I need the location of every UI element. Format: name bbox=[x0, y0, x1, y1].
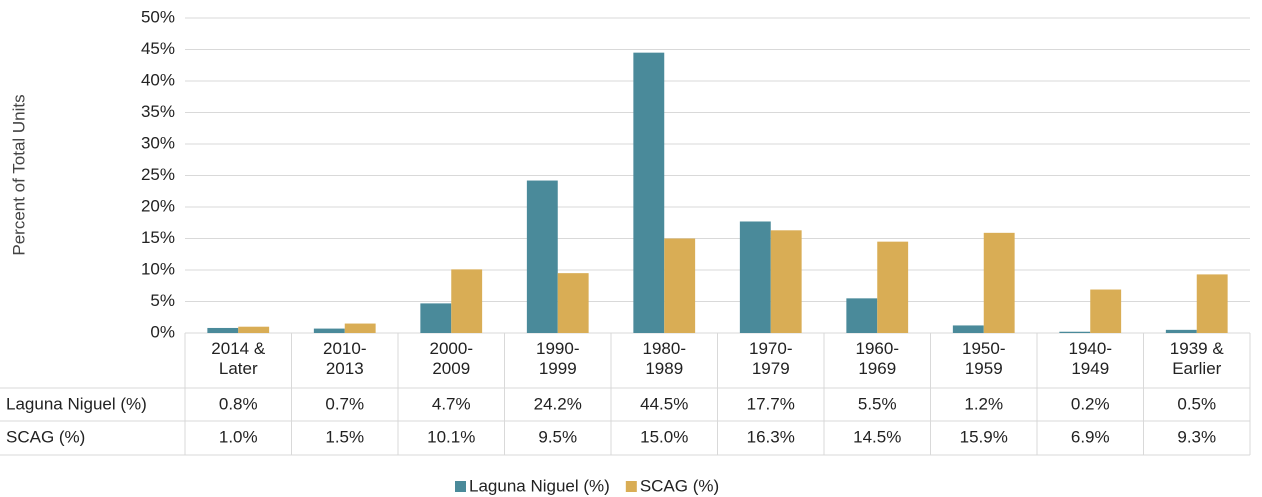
bar bbox=[420, 303, 452, 333]
bar bbox=[1196, 274, 1228, 333]
bar bbox=[983, 232, 1015, 333]
x-tick-label: 1950-1959 bbox=[962, 339, 1006, 378]
table-cell: 1.0% bbox=[219, 427, 258, 446]
y-tick-label: 35% bbox=[141, 102, 175, 121]
table-cell: 10.1% bbox=[427, 427, 475, 446]
bar bbox=[451, 269, 483, 333]
y-tick-label: 10% bbox=[141, 259, 175, 278]
y-tick-label: 5% bbox=[150, 291, 175, 310]
x-tick-label: 1980-1989 bbox=[642, 339, 686, 378]
table-cell: 15.9% bbox=[960, 427, 1008, 446]
bar bbox=[1059, 331, 1091, 333]
table-row-label: Laguna Niguel (%) bbox=[6, 394, 147, 413]
bar bbox=[877, 241, 909, 333]
bar bbox=[739, 221, 771, 333]
y-axis-title: Percent of Total Units bbox=[9, 94, 28, 255]
x-tick-label: 1960-1969 bbox=[855, 339, 899, 378]
bar bbox=[633, 52, 665, 334]
bar bbox=[1165, 329, 1197, 333]
table-cell: 24.2% bbox=[534, 394, 582, 413]
table-cell: 5.5% bbox=[858, 394, 897, 413]
bar bbox=[952, 325, 984, 333]
x-tick-label: 1970-1979 bbox=[749, 339, 793, 378]
y-tick-label: 15% bbox=[141, 228, 175, 247]
y-tick-label: 0% bbox=[150, 322, 175, 341]
x-tick-label: 1940-1949 bbox=[1068, 339, 1112, 378]
bar bbox=[1090, 289, 1122, 333]
bar bbox=[664, 238, 696, 333]
table-cell: 14.5% bbox=[853, 427, 901, 446]
bar bbox=[238, 326, 270, 333]
legend-label: Laguna Niguel (%) bbox=[469, 476, 610, 495]
x-tick-label: 2010-2013 bbox=[323, 339, 367, 378]
table-row-label: SCAG (%) bbox=[6, 427, 85, 446]
y-tick-label: 30% bbox=[141, 133, 175, 152]
table-cell: 9.5% bbox=[538, 427, 577, 446]
y-tick-label: 45% bbox=[141, 39, 175, 58]
y-tick-label: 40% bbox=[141, 70, 175, 89]
y-tick-label: 25% bbox=[141, 165, 175, 184]
x-tick-label: 2014 & Later bbox=[211, 339, 266, 378]
legend-swatch bbox=[455, 481, 466, 492]
legend-swatch bbox=[625, 481, 637, 492]
legend-label: SCAG (%) bbox=[640, 476, 719, 495]
table-cell: 15.0% bbox=[640, 427, 688, 446]
table-cell: 1.5% bbox=[325, 427, 364, 446]
bar bbox=[313, 328, 345, 333]
table-cell: 0.8% bbox=[219, 394, 258, 413]
bar bbox=[557, 273, 589, 333]
table-cell: 44.5% bbox=[640, 394, 688, 413]
bar bbox=[207, 327, 239, 333]
bar bbox=[526, 180, 558, 333]
x-tick-label: 2000-2009 bbox=[429, 339, 473, 378]
table-cell: 4.7% bbox=[432, 394, 471, 413]
y-tick-label: 20% bbox=[141, 196, 175, 215]
x-tick-label: 1990-1999 bbox=[536, 339, 580, 378]
bar bbox=[846, 298, 878, 333]
table-cell: 6.9% bbox=[1071, 427, 1110, 446]
bar bbox=[770, 230, 802, 333]
table-cell: 1.2% bbox=[964, 394, 1003, 413]
y-tick-label: 50% bbox=[141, 7, 175, 26]
table-cell: 16.3% bbox=[747, 427, 795, 446]
table-cell: 9.3% bbox=[1177, 427, 1216, 446]
table-cell: 17.7% bbox=[747, 394, 795, 413]
table-cell: 0.7% bbox=[325, 394, 364, 413]
table-cell: 0.5% bbox=[1177, 394, 1216, 413]
x-tick-label: 1939 & Earlier bbox=[1169, 339, 1224, 378]
table-cell: 0.2% bbox=[1071, 394, 1110, 413]
bar bbox=[344, 323, 376, 333]
